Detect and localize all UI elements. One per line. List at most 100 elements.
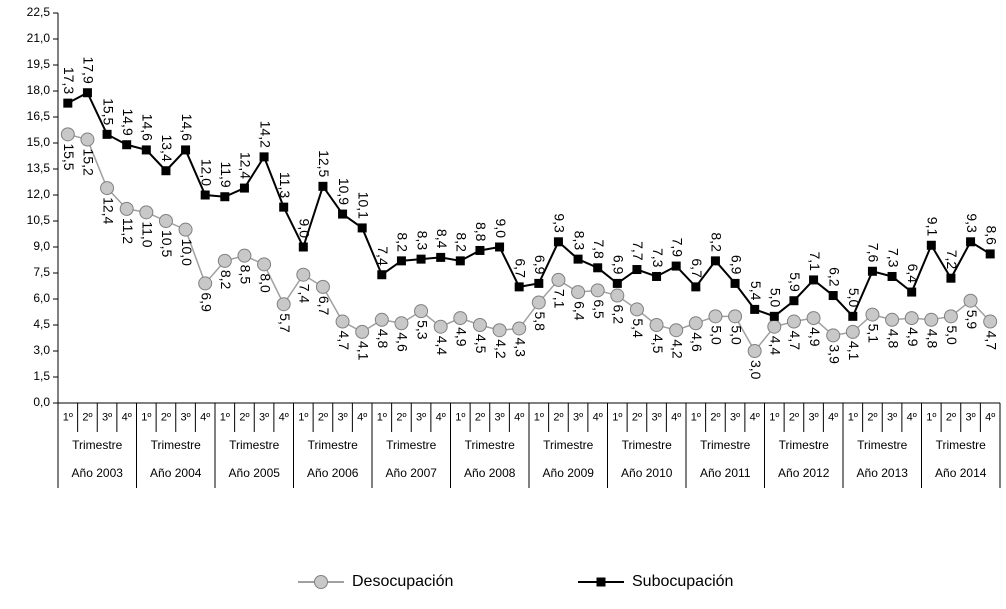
data-label: 12,4 bbox=[100, 197, 116, 224]
point bbox=[455, 256, 465, 266]
data-label: 4,7 bbox=[983, 331, 999, 351]
point bbox=[629, 302, 644, 317]
point bbox=[750, 304, 760, 314]
point bbox=[688, 316, 703, 331]
data-label: 12,0 bbox=[198, 159, 214, 186]
y-tick-label: 7,5 bbox=[33, 265, 50, 279]
data-label: 4,7 bbox=[787, 331, 803, 351]
data-label: 5,0 bbox=[709, 325, 725, 345]
point bbox=[865, 307, 880, 322]
x-tick-label: 2º bbox=[710, 411, 720, 423]
data-label: 6,7 bbox=[689, 258, 705, 278]
point bbox=[276, 297, 291, 312]
point bbox=[963, 293, 978, 308]
point bbox=[612, 278, 622, 288]
point bbox=[710, 256, 720, 266]
data-label: 11,2 bbox=[120, 218, 136, 244]
data-label: 4,2 bbox=[669, 339, 685, 359]
x-tick-label: 4º bbox=[436, 411, 446, 423]
data-label: 4,4 bbox=[434, 336, 450, 356]
point bbox=[946, 273, 956, 283]
data-label: 6,7 bbox=[316, 296, 332, 316]
x-tick-label: 3º bbox=[887, 411, 897, 423]
point bbox=[983, 314, 998, 329]
point bbox=[590, 283, 605, 298]
point bbox=[338, 209, 348, 219]
data-label: 5,9 bbox=[964, 310, 980, 330]
data-label: 7,9 bbox=[669, 238, 685, 258]
point bbox=[966, 237, 976, 247]
data-label: 14,6 bbox=[179, 114, 195, 141]
x-tick-label: 1º bbox=[769, 411, 779, 423]
point bbox=[158, 214, 173, 228]
data-label: 10,0 bbox=[179, 239, 195, 266]
data-label: 14,6 bbox=[140, 114, 156, 141]
point bbox=[237, 248, 252, 263]
group-label: Año 2014 bbox=[935, 466, 987, 480]
group-sub-label: Trimestre bbox=[622, 438, 673, 452]
point bbox=[789, 296, 799, 306]
data-label: 6,5 bbox=[591, 299, 607, 319]
x-tick-label: 2º bbox=[789, 411, 799, 423]
point bbox=[492, 323, 507, 338]
point bbox=[669, 323, 684, 338]
point bbox=[433, 319, 448, 334]
data-label: 6,4 bbox=[905, 264, 921, 284]
data-label: 7,6 bbox=[866, 243, 882, 263]
x-tick-label: 2º bbox=[161, 411, 171, 423]
data-label: 9,3 bbox=[964, 213, 980, 233]
y-tick-label: 18,0 bbox=[27, 83, 51, 97]
data-label: 4,2 bbox=[493, 339, 509, 359]
x-tick-label: 4º bbox=[200, 411, 210, 423]
point bbox=[355, 324, 370, 339]
legend-label: Desocupación bbox=[352, 573, 453, 590]
x-tick-label: 1º bbox=[926, 411, 936, 423]
group-label: Año 2005 bbox=[229, 466, 281, 480]
group-sub-label: Trimestre bbox=[543, 438, 594, 452]
point bbox=[848, 311, 858, 321]
x-tick-label: 3º bbox=[337, 411, 347, 423]
x-tick-label: 1º bbox=[534, 411, 544, 423]
y-tick-label: 0,0 bbox=[33, 395, 50, 409]
x-tick-label: 4º bbox=[357, 411, 367, 423]
data-label: 5,0 bbox=[846, 288, 862, 308]
group-label: Año 2012 bbox=[778, 466, 830, 480]
group-label: Año 2007 bbox=[386, 466, 438, 480]
point bbox=[475, 245, 485, 255]
data-label: 5,0 bbox=[944, 325, 960, 345]
point bbox=[551, 272, 566, 287]
x-tick-label: 3º bbox=[965, 411, 975, 423]
data-label: 4,9 bbox=[905, 327, 921, 347]
y-tick-label: 3,0 bbox=[33, 343, 50, 357]
x-tick-label: 2º bbox=[867, 411, 877, 423]
x-tick-label: 2º bbox=[632, 411, 642, 423]
data-label: 8,2 bbox=[218, 270, 234, 290]
data-label: 4,8 bbox=[375, 329, 391, 349]
x-tick-label: 1º bbox=[612, 411, 622, 423]
point bbox=[414, 304, 429, 319]
data-label: 6,9 bbox=[728, 255, 744, 275]
data-label: 8,2 bbox=[709, 232, 725, 252]
data-label: 6,7 bbox=[512, 258, 528, 278]
point bbox=[514, 282, 524, 292]
data-label: 6,9 bbox=[611, 255, 627, 275]
point bbox=[885, 312, 900, 327]
group-sub-label: Trimestre bbox=[857, 438, 908, 452]
x-tick-label: 4º bbox=[514, 411, 524, 423]
point bbox=[512, 321, 527, 336]
data-label: 17,3 bbox=[61, 67, 77, 94]
y-tick-label: 16,5 bbox=[27, 109, 51, 123]
point bbox=[122, 140, 132, 150]
data-label: 8,8 bbox=[473, 222, 489, 242]
x-tick-label: 4º bbox=[593, 411, 603, 423]
data-label: 5,7 bbox=[277, 313, 293, 333]
point bbox=[887, 271, 897, 281]
x-tick-label: 4º bbox=[279, 411, 289, 423]
point bbox=[178, 222, 193, 237]
point bbox=[571, 285, 586, 300]
point bbox=[767, 319, 782, 334]
point bbox=[335, 314, 350, 329]
point bbox=[80, 132, 95, 147]
x-tick-label: 1º bbox=[377, 411, 387, 423]
